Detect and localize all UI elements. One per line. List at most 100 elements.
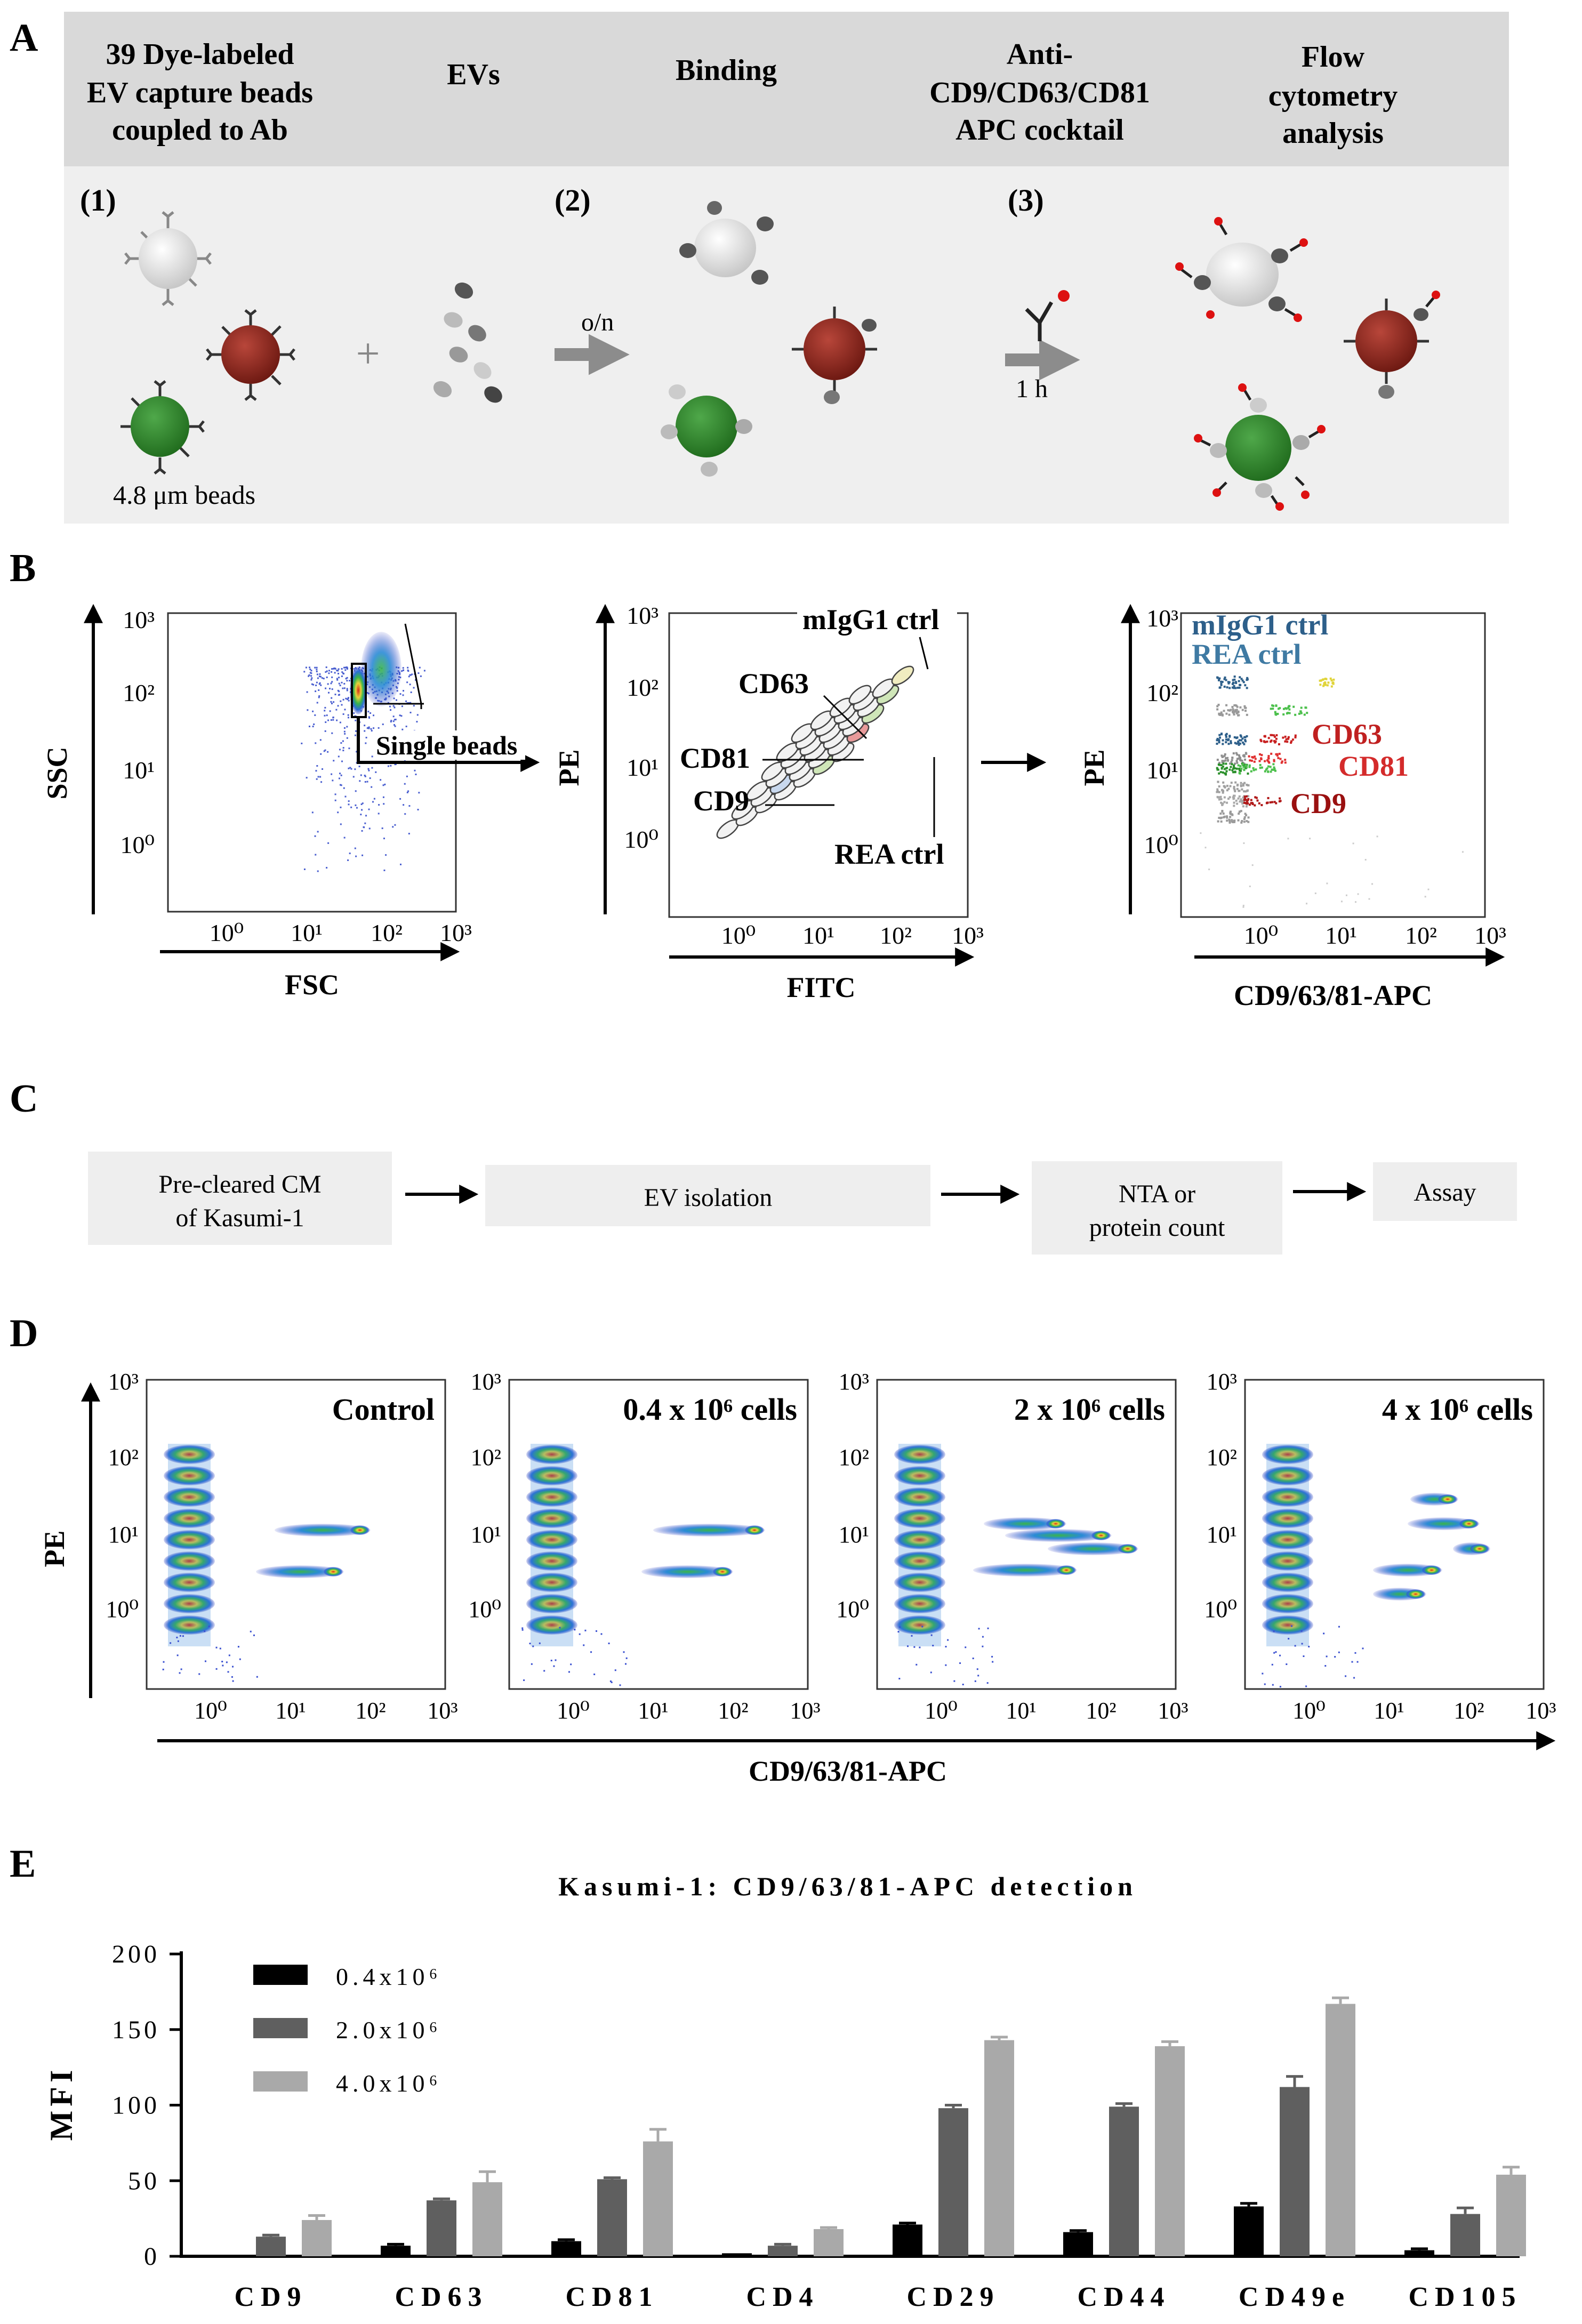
b3-event-dot (1242, 805, 1244, 808)
d-event-dot (529, 1643, 531, 1645)
b3-event-dot (1242, 741, 1244, 744)
b1-density-main (361, 632, 401, 706)
b1-event-dot (348, 803, 350, 806)
b1-event-dot (383, 838, 385, 840)
d-xtick: 10² (1086, 1698, 1116, 1724)
d-event-dot (568, 1671, 570, 1673)
b3-event-dot (1233, 713, 1235, 716)
b3-event-dot (1234, 742, 1236, 744)
chart-category-label: CD9 (234, 2282, 307, 2312)
b3-event-dot (1220, 680, 1223, 683)
b1-event-dot (382, 784, 384, 786)
b3-event-dot (1243, 799, 1246, 801)
b3-event-dot (1233, 789, 1236, 791)
b3-event-dot (1345, 894, 1347, 896)
c-step-text: Assay (1414, 1178, 1476, 1207)
d-event-dot (523, 1679, 525, 1682)
b3-event-dot (1225, 734, 1227, 736)
d-bead-cluster (1262, 1445, 1313, 1464)
b1-event-dot (339, 773, 341, 775)
b3-event-dot (1223, 760, 1225, 762)
d-positive-core (1406, 1589, 1425, 1599)
b1-event-dot (373, 798, 375, 800)
b1-event-dot (401, 705, 403, 707)
d-xtick: 10² (1453, 1698, 1484, 1724)
b3-event-dot (1231, 763, 1233, 766)
b3-event-dot (1217, 796, 1219, 799)
b1-event-dot (389, 705, 391, 707)
b3-event-dot (1226, 686, 1228, 689)
b1-event-dot (324, 749, 326, 751)
b3-event-dot (1368, 898, 1370, 900)
b3-event-dot (1264, 770, 1266, 773)
b3-event-dot (1239, 759, 1242, 762)
d-event-dot (974, 1680, 976, 1682)
d-event-dot (1324, 1665, 1327, 1667)
b1-event-dot (346, 688, 348, 690)
b3-event-dot (1273, 735, 1276, 738)
b3-event-dot (1235, 767, 1238, 770)
b3-event-dot (1216, 788, 1219, 791)
b3-event-dot (1267, 765, 1270, 768)
d-event-dot (930, 1634, 933, 1636)
header-evs: EVs (447, 58, 500, 91)
b1-event-dot (331, 732, 333, 734)
header-flow-line1: Flow (1302, 41, 1365, 74)
b3-event-dot (1225, 733, 1228, 735)
b1-event-dot (334, 793, 336, 795)
b1-event-dot (414, 769, 416, 771)
d-xtick: 10¹ (638, 1698, 668, 1724)
b3-event-dot (1236, 753, 1239, 756)
b3-event-dot (1270, 752, 1273, 755)
b3-xlabel: CD9/63/81-APC (1234, 979, 1432, 1011)
b1-event-dot (361, 809, 363, 811)
bead-red-bound (792, 307, 877, 404)
b1-event-dot (342, 698, 344, 701)
d-event-dot (614, 1669, 616, 1671)
d-plot-title: Control (332, 1392, 435, 1427)
b3-event-dot (1225, 762, 1227, 765)
b3-event-dot (1282, 707, 1285, 710)
d-positive-cluster (641, 1565, 733, 1578)
b3-event-dot (1230, 766, 1232, 768)
b3-event-dot (1246, 735, 1248, 737)
d-bead-cluster (1262, 1487, 1313, 1507)
b1-event-dot (348, 747, 350, 750)
b1-event-dot (371, 730, 373, 732)
b2-ytick: 10² (627, 674, 659, 701)
b3-event-dot (1237, 764, 1240, 767)
b3-event-dot (1231, 706, 1234, 709)
b3-event-dot (1228, 709, 1231, 712)
chart-ytick-label: 200 (112, 1940, 160, 1968)
b3-event-dot (1357, 893, 1359, 895)
b1-event-dot (311, 677, 313, 679)
d-positive-core (350, 1525, 370, 1535)
b1-event-dot (309, 666, 311, 669)
b3-event-dot (1284, 759, 1287, 761)
d-event-dot (932, 1645, 934, 1647)
b1-event-dot (360, 814, 362, 816)
b1-event-dot (413, 705, 415, 707)
b3-event-dot (1232, 679, 1234, 681)
b3-event-dot (1322, 685, 1325, 687)
b1-event-dot (417, 809, 419, 811)
b3-event-dot (1287, 838, 1289, 840)
d-event-dot (1308, 1645, 1310, 1647)
b1-event-dot (392, 715, 395, 718)
b3-event-dot (1222, 761, 1224, 763)
b1-xtick: 10¹ (291, 919, 323, 946)
d-bead-cluster (164, 1466, 215, 1485)
b3-event-dot (1247, 821, 1250, 823)
b3-event-dot (1225, 770, 1228, 773)
b3-event-dot (1238, 714, 1240, 717)
d-event-dot (897, 1631, 900, 1633)
chart-bar (938, 2108, 968, 2256)
d-event-dot (204, 1630, 206, 1633)
b1-event-dot (319, 673, 321, 675)
b3-event-dot (1239, 765, 1242, 768)
b3-event-dot (1279, 707, 1281, 710)
b3-event-dot (1200, 832, 1202, 834)
d-event-dot (176, 1654, 179, 1656)
b3-event-dot (1242, 905, 1244, 907)
b1-event-dot (340, 784, 342, 786)
